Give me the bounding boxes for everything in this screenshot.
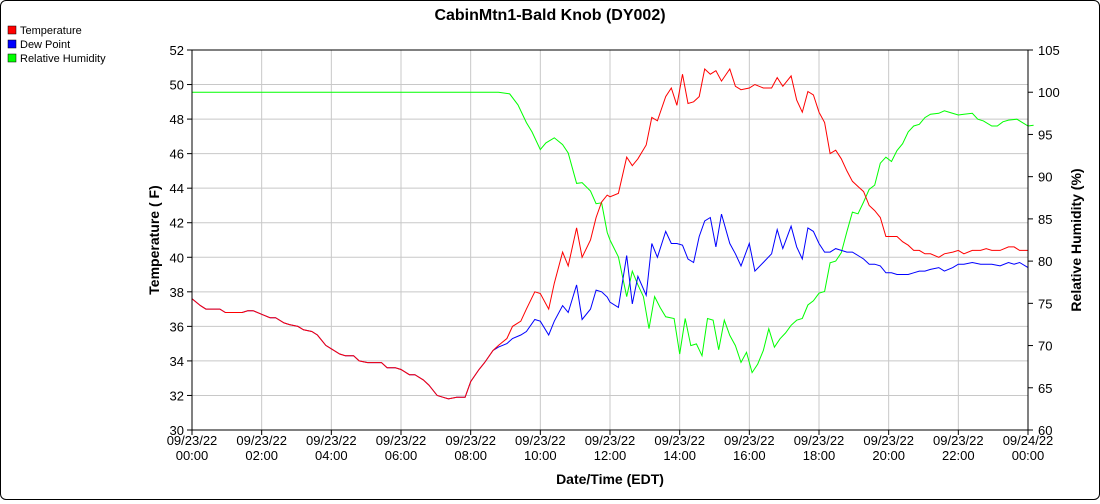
y-right-tick-label: 60 — [1038, 423, 1052, 438]
legend-swatch — [7, 53, 17, 63]
x-tick-date: 09/23/22 — [933, 433, 984, 448]
x-tick-time: 02:00 — [245, 448, 278, 463]
legend-label: Dew Point — [20, 39, 70, 51]
y-right-tick-label: 75 — [1038, 296, 1052, 311]
y-left-tick-label: 46 — [170, 147, 184, 162]
y-left-tick-label: 42 — [170, 216, 184, 231]
x-tick-date: 09/24/22 — [1003, 433, 1054, 448]
y-left-tick-label: 36 — [170, 319, 184, 334]
x-axis: 09/23/2200:0009/23/2202:0009/23/2204:000… — [167, 430, 1054, 463]
x-tick-date: 09/23/22 — [863, 433, 914, 448]
x-tick-time: 20:00 — [872, 448, 905, 463]
legend-swatch — [7, 25, 17, 35]
x-tick-time: 00:00 — [1012, 448, 1045, 463]
y-right-tick-label: 65 — [1038, 381, 1052, 396]
x-tick-time: 12:00 — [594, 448, 627, 463]
y-right-tick-label: 70 — [1038, 339, 1052, 354]
x-tick-time: 00:00 — [176, 448, 209, 463]
y-left-tick-label: 48 — [170, 112, 184, 127]
x-tick-date: 09/23/22 — [585, 433, 636, 448]
x-tick-time: 18:00 — [803, 448, 836, 463]
x-tick-time: 08:00 — [454, 448, 487, 463]
x-tick-time: 22:00 — [942, 448, 975, 463]
y-left-tick-label: 38 — [170, 285, 184, 300]
x-tick-date: 09/23/22 — [724, 433, 775, 448]
legend-swatch — [7, 39, 17, 49]
y-left-tick-label: 40 — [170, 250, 184, 265]
y-right-tick-label: 100 — [1038, 85, 1060, 100]
y-left-tick-label: 44 — [170, 181, 184, 196]
x-tick-date: 09/23/22 — [376, 433, 427, 448]
x-tick-date: 09/23/22 — [515, 433, 566, 448]
y-right-tick-label: 95 — [1038, 127, 1052, 142]
legend: Temperature Dew Point Relative Humidity — [7, 25, 106, 65]
legend-label: Temperature — [20, 25, 82, 37]
x-tick-time: 04:00 — [315, 448, 348, 463]
y-left-tick-label: 52 — [170, 43, 184, 58]
y-axis-left: 30 32 34 36 38 40 42 44 46 48 50 52 — [170, 43, 192, 438]
y-left-tick-label: 34 — [170, 354, 184, 369]
series-line-temperature — [191, 67, 1028, 400]
y-left-tick-label: 32 — [170, 388, 184, 403]
x-tick-date: 09/23/22 — [236, 433, 287, 448]
x-tick-date: 09/23/22 — [654, 433, 705, 448]
x-tick-date: 09/23/22 — [306, 433, 357, 448]
y-right-tick-label: 90 — [1038, 170, 1052, 185]
y-axis-right: 60 65 70 75 80 85 90 95 100 105 — [1028, 43, 1060, 438]
y-left-tick-label: 30 — [170, 423, 184, 438]
x-tick-time: 06:00 — [385, 448, 418, 463]
y-axis-left-title: Temperature ( F) — [146, 185, 162, 294]
x-tick-date: 09/23/22 — [167, 433, 218, 448]
series-layer — [191, 67, 1034, 400]
x-tick-time: 16:00 — [733, 448, 766, 463]
x-axis-title: Date/Time (EDT) — [556, 471, 664, 487]
y-axis-right-title: Relative Humidity (%) — [1068, 168, 1084, 311]
x-tick-date: 09/23/22 — [445, 433, 496, 448]
x-tick-date: 09/23/22 — [794, 433, 845, 448]
y-right-tick-label: 85 — [1038, 212, 1052, 227]
y-right-tick-label: 80 — [1038, 254, 1052, 269]
x-tick-time: 10:00 — [524, 448, 557, 463]
series-line-relative-humidity — [192, 91, 1034, 374]
y-right-tick-label: 105 — [1038, 43, 1060, 58]
legend-label: Relative Humidity — [20, 53, 106, 65]
y-left-tick-label: 50 — [170, 78, 184, 93]
x-tick-time: 14:00 — [663, 448, 696, 463]
chart-title: CabinMtn1-Bald Knob (DY002) — [434, 7, 665, 24]
